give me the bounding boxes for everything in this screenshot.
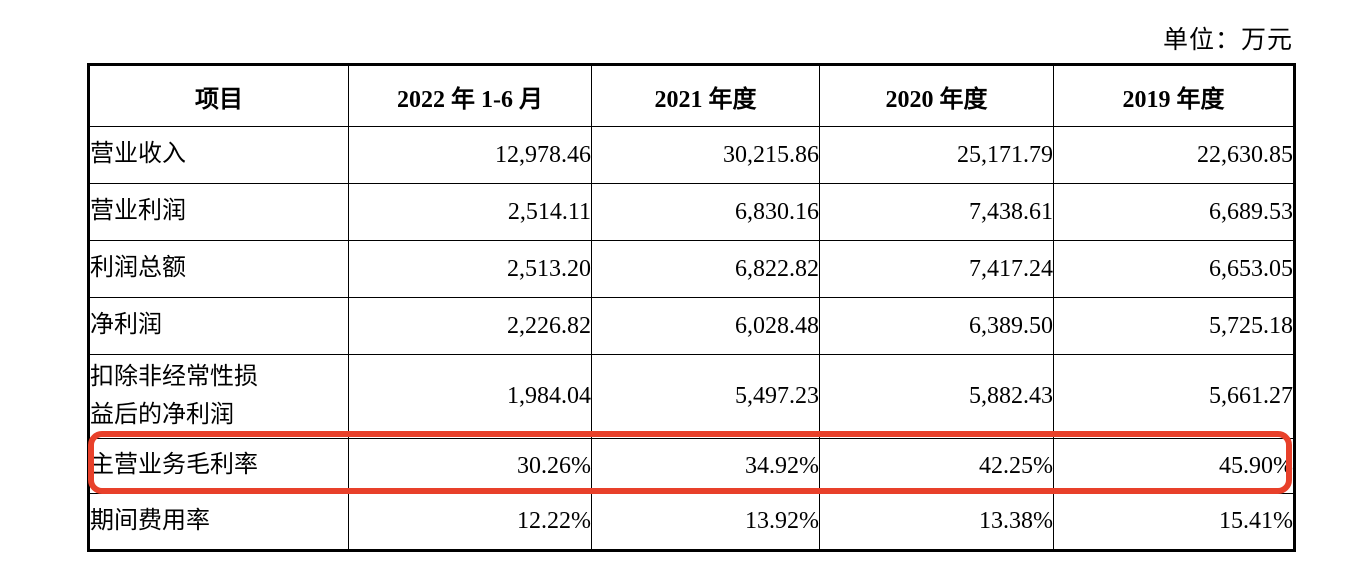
cell-value: 6,822.82 <box>591 240 820 298</box>
cell-value: 6,689.53 <box>1053 183 1295 241</box>
cell-value: 5,497.23 <box>591 354 820 439</box>
row-label: 利润总额 <box>88 240 349 298</box>
cell-value: 34.92% <box>591 438 820 494</box>
column-header-2019: 2019 年度 <box>1053 64 1295 127</box>
cell-value: 5,725.18 <box>1053 297 1295 355</box>
column-header-2021: 2021 年度 <box>591 64 820 127</box>
cell-value: 6,830.16 <box>591 183 820 241</box>
cell-value: 22,630.85 <box>1053 126 1295 184</box>
cell-value: 6,389.50 <box>819 297 1054 355</box>
financial-table: 项目 2022 年 1-6 月 2021 年度 2020 年度 2019 年度 … <box>87 63 1296 552</box>
column-header-item: 项目 <box>88 64 349 127</box>
cell-value: 30.26% <box>348 438 592 494</box>
header-row: 项目 2022 年 1-6 月 2021 年度 2020 年度 2019 年度 <box>88 64 1295 127</box>
cell-value: 45.90% <box>1053 438 1295 494</box>
table-row-gross-margin: 主营业务毛利率 30.26% 34.92% 42.25% 45.90% <box>88 438 1295 494</box>
row-label: 营业收入 <box>88 126 349 184</box>
cell-value: 6,028.48 <box>591 297 820 355</box>
cell-value: 12,978.46 <box>348 126 592 184</box>
table-row-net-profit-excl-nonrecurring: 扣除非经常性损 益后的净利润 1,984.04 5,497.23 5,882.4… <box>88 354 1295 439</box>
table-row-period-expense-ratio: 期间费用率 12.22% 13.92% 13.38% 15.41% <box>88 493 1295 551</box>
table-row-net-profit: 净利润 2,226.82 6,028.48 6,389.50 5,725.18 <box>88 297 1295 355</box>
table-row-revenue: 营业收入 12,978.46 30,215.86 25,171.79 22,63… <box>88 126 1295 184</box>
row-label: 期间费用率 <box>88 493 349 551</box>
row-label: 营业利润 <box>88 183 349 241</box>
cell-value: 2,514.11 <box>348 183 592 241</box>
cell-value: 13.92% <box>591 493 820 551</box>
cell-value: 7,438.61 <box>819 183 1054 241</box>
column-header-2022h1: 2022 年 1-6 月 <box>348 64 592 127</box>
cell-value: 42.25% <box>819 438 1054 494</box>
column-header-2020: 2020 年度 <box>819 64 1054 127</box>
cell-value: 7,417.24 <box>819 240 1054 298</box>
cell-value: 5,661.27 <box>1053 354 1295 439</box>
row-label: 净利润 <box>88 297 349 355</box>
cell-value: 25,171.79 <box>819 126 1054 184</box>
row-label: 主营业务毛利率 <box>88 438 349 494</box>
cell-value: 13.38% <box>819 493 1054 551</box>
cell-value: 2,226.82 <box>348 297 592 355</box>
cell-value: 1,984.04 <box>348 354 592 439</box>
cell-value: 15.41% <box>1053 493 1295 551</box>
unit-label: 单位：万元 <box>1162 27 1293 54</box>
cell-value: 2,513.20 <box>348 240 592 298</box>
cell-value: 5,882.43 <box>819 354 1054 439</box>
financial-table-wrap: 项目 2022 年 1-6 月 2021 年度 2020 年度 2019 年度 … <box>87 63 1296 552</box>
table-row-total-profit: 利润总额 2,513.20 6,822.82 7,417.24 6,653.05 <box>88 240 1295 298</box>
table-row-operating-profit: 营业利润 2,514.11 6,830.16 7,438.61 6,689.53 <box>88 183 1295 241</box>
cell-value: 6,653.05 <box>1053 240 1295 298</box>
cell-value: 30,215.86 <box>591 126 820 184</box>
cell-value: 12.22% <box>348 493 592 551</box>
row-label: 扣除非经常性损 益后的净利润 <box>88 354 349 439</box>
